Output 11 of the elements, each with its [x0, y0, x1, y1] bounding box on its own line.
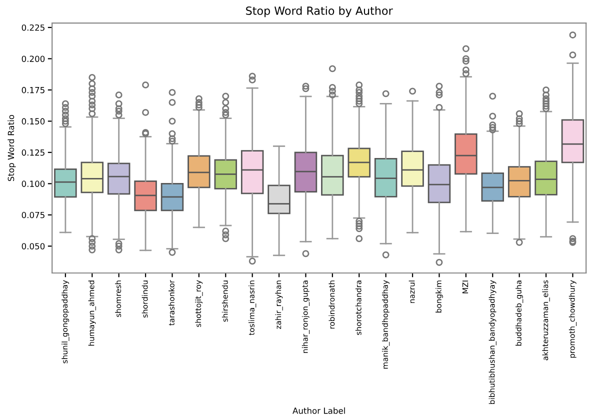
- y-tick-label: 0.225: [22, 24, 44, 31]
- y-tick-label: 0.125: [22, 149, 44, 156]
- y-tick-label: 0.075: [22, 212, 44, 218]
- y-tick-label: 0.200: [22, 56, 45, 62]
- y-axis-title: Stop Word Ratio: [8, 114, 16, 182]
- y-tick-label: 0.150: [22, 118, 45, 124]
- chart-title: Stop Word Ratio by Author: [246, 6, 393, 18]
- x-axis-title: Author Label: [292, 407, 345, 414]
- y-tick-label: 0.175: [22, 86, 44, 94]
- y-tick-label: 0.050: [22, 243, 45, 250]
- y-tick-label: 0.100: [22, 180, 45, 187]
